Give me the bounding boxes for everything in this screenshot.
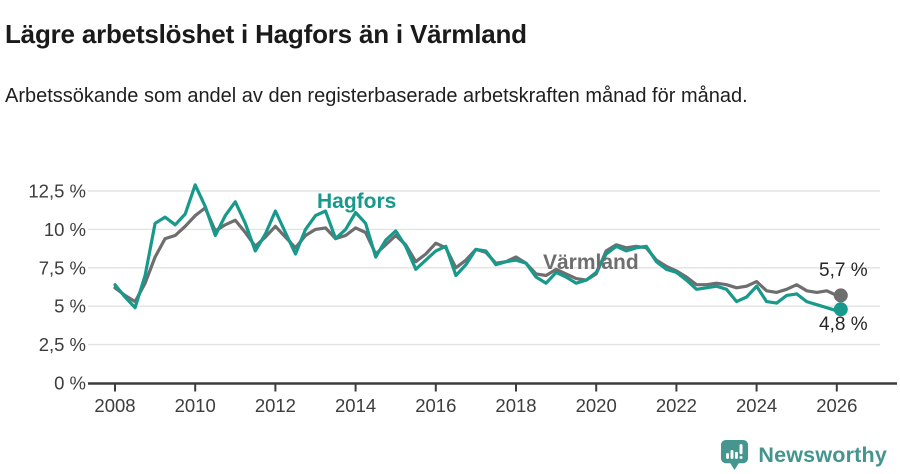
end-value-hagfors: 4,8 %	[819, 314, 868, 335]
x-tick-label: 2008	[94, 395, 135, 416]
x-axis-labels: 2008 2010 2012 2014 2016 2018 2020 2022 2024 2026	[94, 395, 857, 416]
x-tick-label: 2016	[415, 395, 456, 416]
x-tick-label: 2024	[736, 395, 777, 416]
x-tick-label: 2012	[255, 395, 296, 416]
newsworthy-wordmark: Newsworthy	[758, 442, 887, 467]
chart-subtitle: Arbetssökande som andel av den registerb…	[5, 85, 748, 107]
y-tick-label: 5 %	[54, 296, 86, 317]
x-tick-label: 2014	[335, 395, 376, 416]
series-label-varmland: Värmland	[543, 251, 639, 274]
end-dot-värmland	[833, 288, 848, 303]
series-label-hagfors: Hagfors	[317, 190, 397, 213]
page-title: Lägre arbetslöshet i Hagfors än i Värmla…	[5, 19, 527, 50]
line-hagfors	[113, 183, 843, 313]
x-tick-label: 2026	[816, 395, 857, 416]
x-tick-label: 2020	[576, 395, 617, 416]
x-tick-label: 2018	[495, 395, 536, 416]
end-value-varmland: 5,7 %	[819, 260, 868, 281]
x-tick-label: 2010	[175, 395, 216, 416]
y-tick-label: 10 %	[44, 219, 86, 240]
newsworthy-logo-icon	[721, 440, 749, 470]
x-tick-label: 2022	[656, 395, 697, 416]
newsworthy-attribution: Newsworthy	[720, 439, 887, 471]
y-tick-label: 2,5 %	[39, 334, 86, 355]
end-dot-hagfors	[833, 302, 848, 317]
y-tick-label: 7,5 %	[39, 257, 86, 278]
y-tick-label: 12,5 %	[28, 181, 86, 202]
y-tick-label: 0 %	[54, 373, 86, 394]
y-axis-labels: 0 % 2,5 % 5 % 7,5 % 10 % 12,5 %	[28, 181, 86, 394]
